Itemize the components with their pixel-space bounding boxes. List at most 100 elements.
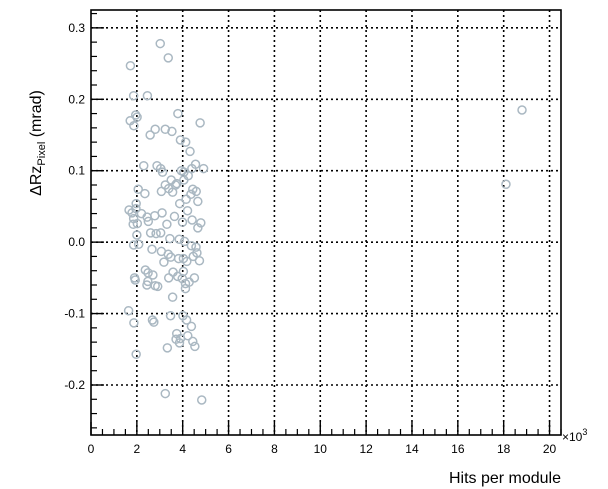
data-point <box>123 305 134 316</box>
data-point <box>147 244 157 255</box>
x-tick-label: 0 <box>88 442 95 456</box>
data-point <box>148 270 158 280</box>
data-point <box>196 218 206 228</box>
data-point <box>127 208 137 218</box>
data-point <box>173 108 183 119</box>
data-point <box>189 273 200 283</box>
y-axis-title-suffix: (mrad) <box>28 90 45 142</box>
x-tick-label: 16 <box>451 442 465 456</box>
y-tick-label: -0.1 <box>64 307 85 321</box>
data-point <box>131 198 141 209</box>
data-point <box>185 146 195 157</box>
x-tick-label: 2 <box>134 442 141 456</box>
x-tick-label: 6 <box>225 442 232 456</box>
data-point <box>165 310 176 321</box>
x-tick-label: 10 <box>314 442 328 456</box>
data-point <box>186 321 197 332</box>
y-tick-label: 0.3 <box>68 21 85 35</box>
y-tick-label: 0.1 <box>68 164 85 178</box>
data-point <box>193 196 203 207</box>
data-point <box>151 228 161 239</box>
x-tick-label: 14 <box>405 442 419 456</box>
data-point <box>193 223 203 233</box>
data-point <box>131 349 141 360</box>
data-point <box>130 110 141 120</box>
data-point <box>198 163 209 174</box>
data-point <box>128 240 139 250</box>
data-point <box>162 343 173 353</box>
y-tick-label: 0.2 <box>68 92 85 106</box>
x-tick-label: 18 <box>497 442 511 456</box>
x-multiplier-exponent: 3 <box>582 427 587 437</box>
data-point <box>196 395 207 405</box>
x-multiplier: ×103 <box>562 427 587 444</box>
data-point <box>142 90 153 101</box>
data-point <box>167 187 178 197</box>
data-point <box>517 105 527 115</box>
data-point <box>149 317 159 327</box>
data-point <box>157 167 168 177</box>
data-point <box>163 249 174 260</box>
data-point <box>501 179 511 190</box>
data-point <box>167 126 177 137</box>
data-point <box>147 315 158 325</box>
data-point <box>157 208 167 218</box>
data-point <box>173 253 184 264</box>
data-point <box>162 219 172 230</box>
x-tick-label: 8 <box>271 442 278 456</box>
data-point <box>183 330 193 341</box>
data-point <box>194 255 205 266</box>
data-point <box>180 137 191 147</box>
data-point <box>150 280 160 291</box>
x-tick-label: 12 <box>359 442 373 456</box>
data-point <box>163 53 174 63</box>
x-axis-title: Hits per module <box>449 470 561 487</box>
data-point <box>159 257 169 267</box>
axis-ticks <box>90 12 562 435</box>
data-point <box>143 216 154 227</box>
data-point <box>174 198 185 209</box>
data-point <box>133 184 143 195</box>
y-tick-label: -0.2 <box>64 378 85 392</box>
data-point <box>182 256 192 267</box>
data-point <box>132 230 142 240</box>
data-point <box>125 60 136 71</box>
data-point <box>133 239 144 250</box>
data-point <box>140 265 151 275</box>
y-tick-label: 0.0 <box>68 235 85 249</box>
data-point <box>180 283 191 294</box>
data-point <box>174 234 185 245</box>
y-axis-title-prefix: ΔRz <box>28 166 45 196</box>
grid <box>91 10 561 435</box>
data-point <box>182 205 193 216</box>
data-points <box>123 38 527 405</box>
y-axis-title-subscript: Pixel <box>36 142 48 166</box>
data-point <box>186 189 196 200</box>
data-point <box>165 233 175 244</box>
data-point <box>145 130 155 140</box>
data-point <box>160 388 171 399</box>
data-point <box>195 118 205 128</box>
data-point <box>130 275 140 285</box>
data-point <box>150 124 160 135</box>
data-point <box>181 194 191 205</box>
x-multiplier-base: ×10 <box>562 430 583 444</box>
data-point <box>145 228 156 238</box>
data-point <box>172 271 183 282</box>
data-point <box>177 217 188 227</box>
data-point <box>155 228 166 238</box>
data-point <box>129 318 139 328</box>
data-point <box>190 341 200 352</box>
data-point <box>128 219 138 230</box>
data-point <box>132 218 143 229</box>
data-point <box>138 160 149 171</box>
data-point <box>191 186 201 197</box>
data-point <box>179 175 189 185</box>
data-point <box>140 188 150 199</box>
data-point <box>132 112 142 122</box>
y-axis-title: ΔRzPixel (mrad) <box>28 90 48 196</box>
data-point <box>174 338 185 348</box>
data-point <box>169 211 180 222</box>
data-point <box>155 38 165 49</box>
